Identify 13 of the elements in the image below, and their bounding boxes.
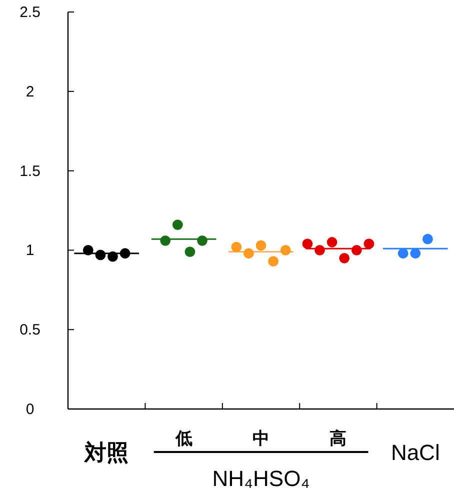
- y-tick-label: 0: [26, 401, 34, 418]
- y-tick-label: 1.5: [20, 162, 40, 180]
- y-tick-label: 0.5: [20, 322, 40, 339]
- x-tick-label: 対照: [84, 440, 129, 465]
- x-tick-label: NaCl: [390, 440, 440, 465]
- y-tick-label: 2: [26, 83, 34, 100]
- y-tick-label: 1: [26, 242, 34, 260]
- group-label: NH₄HSO₄: [154, 451, 368, 491]
- plot: 0 0.5 1 1.5 2 2.5: [20, 4, 454, 418]
- y-tick-label: 2.5: [20, 4, 40, 21]
- x-tick-label: 低: [174, 429, 192, 448]
- x-tick-label: 高: [330, 429, 347, 448]
- x-tick-label: 中: [252, 429, 270, 448]
